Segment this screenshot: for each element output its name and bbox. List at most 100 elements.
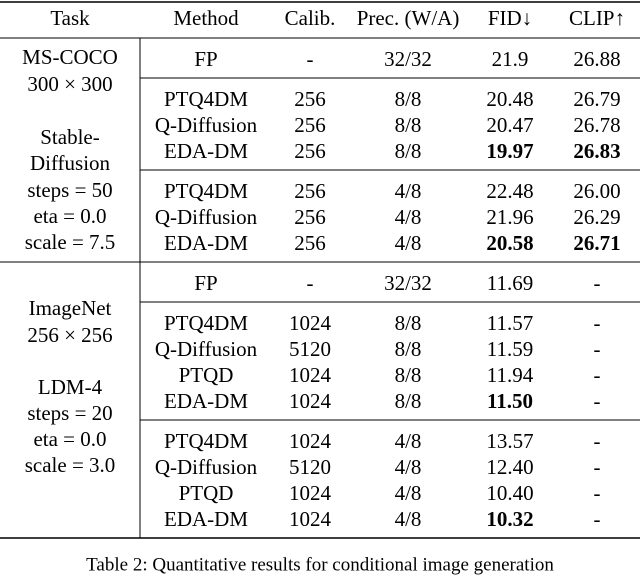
table-cell: 26.00 (573, 179, 620, 203)
table-cell: 4/8 (395, 231, 422, 255)
table-cell: Q-Diffusion (155, 455, 258, 479)
table-cell: 5120 (289, 455, 331, 479)
table-cell: - (594, 271, 601, 295)
task-config: scale = 3.0 (25, 453, 116, 477)
table-cell: 20.58 (486, 231, 533, 255)
table-cell: Q-Diffusion (155, 205, 258, 229)
table-cell: 26.29 (573, 205, 620, 229)
table-cell: 8/8 (395, 311, 422, 335)
table-cell: 22.48 (486, 179, 533, 203)
task-config: Stable- (40, 125, 99, 149)
task-dataset: 256 × 256 (27, 323, 112, 347)
table-cell: 21.96 (486, 205, 533, 229)
header-cell: Calib. (285, 6, 336, 30)
table-cell: PTQD (179, 363, 234, 387)
table-cell: 11.59 (487, 337, 533, 361)
table-cell: 1024 (289, 363, 332, 387)
table-cell: PTQD (179, 481, 234, 505)
table-cell: 256 (294, 87, 326, 111)
table-cell: 26.83 (573, 139, 620, 163)
table-cell: - (307, 271, 314, 295)
caption: Table 2: Quantitative results for condit… (86, 554, 554, 575)
table-cell: 256 (294, 113, 326, 137)
table-cell: 4/8 (395, 179, 422, 203)
table-cell: - (594, 481, 601, 505)
table-cell: EDA-DM (164, 139, 248, 163)
table-cell: FP (194, 271, 217, 295)
task-config: Diffusion (30, 151, 111, 175)
task-config: scale = 7.5 (25, 230, 116, 254)
task-config: eta = 0.0 (33, 204, 106, 228)
table-cell: - (594, 363, 601, 387)
table-cell: 26.78 (573, 113, 620, 137)
table-cell: 20.48 (486, 87, 533, 111)
table-cell: - (594, 455, 601, 479)
table-cell: - (594, 507, 601, 531)
table-cell: Q-Diffusion (155, 113, 258, 137)
table-cell: 20.47 (486, 113, 533, 137)
table-cell: 11.57 (487, 311, 533, 335)
table-cell: EDA-DM (164, 231, 248, 255)
table-cell: EDA-DM (164, 389, 248, 413)
table-cell: 26.71 (573, 231, 620, 255)
table-cell: 4/8 (395, 481, 422, 505)
table-cell: 256 (294, 139, 326, 163)
table-cell: 10.32 (486, 507, 533, 531)
table-cell: 26.79 (573, 87, 620, 111)
table-cell: 8/8 (395, 337, 422, 361)
table-cell: - (594, 311, 601, 335)
header-cell: FID↓ (488, 6, 532, 30)
table-cell: 8/8 (395, 139, 422, 163)
table-cell: 4/8 (395, 507, 422, 531)
table-cell: 4/8 (395, 429, 422, 453)
task-config: steps = 20 (27, 401, 112, 425)
task-dataset: MS-COCO (22, 45, 118, 69)
table-cell: 11.94 (487, 363, 534, 387)
table-cell: 4/8 (395, 205, 422, 229)
table-cell: 11.50 (487, 389, 533, 413)
table-cell: FP (194, 47, 217, 71)
table-cell: 1024 (289, 389, 332, 413)
table-cell: 10.40 (486, 481, 533, 505)
task-dataset: ImageNet (29, 296, 112, 320)
table-cell: 256 (294, 179, 326, 203)
table-cell: - (594, 337, 601, 361)
task-config: LDM-4 (38, 375, 103, 399)
table-cell: 12.40 (486, 455, 533, 479)
table-cell: 26.88 (573, 47, 620, 71)
table-cell: PTQ4DM (164, 179, 248, 203)
table-cell: 32/32 (384, 47, 432, 71)
table-cell: 1024 (289, 429, 332, 453)
table-cell: 8/8 (395, 363, 422, 387)
table-cell: PTQ4DM (164, 429, 248, 453)
task-config: steps = 50 (27, 178, 112, 202)
table-cell: EDA-DM (164, 507, 248, 531)
task-dataset: 300 × 300 (27, 72, 112, 96)
table-cell: - (594, 389, 601, 413)
table-cell: 32/32 (384, 271, 432, 295)
table-cell: 8/8 (395, 113, 422, 137)
task-config: eta = 0.0 (33, 427, 106, 451)
table-cell: 256 (294, 205, 326, 229)
table-cell: PTQ4DM (164, 311, 248, 335)
table-cell: 5120 (289, 337, 331, 361)
table-cell: - (594, 429, 601, 453)
table-cell: 256 (294, 231, 326, 255)
table-cell: 11.69 (487, 271, 533, 295)
table-cell: Q-Diffusion (155, 337, 258, 361)
table-cell: 8/8 (395, 389, 422, 413)
table-cell: 19.97 (486, 139, 533, 163)
header-cell: CLIP↑ (569, 6, 625, 30)
table-cell: 8/8 (395, 87, 422, 111)
header-cell: Method (173, 6, 239, 30)
header-cell: Task (50, 6, 90, 30)
table-cell: PTQ4DM (164, 87, 248, 111)
table-cell: 4/8 (395, 455, 422, 479)
table-cell: 1024 (289, 311, 332, 335)
table-cell: 13.57 (486, 429, 533, 453)
table-cell: 21.9 (492, 47, 529, 71)
table-cell: 1024 (289, 507, 332, 531)
table-cell: 1024 (289, 481, 332, 505)
